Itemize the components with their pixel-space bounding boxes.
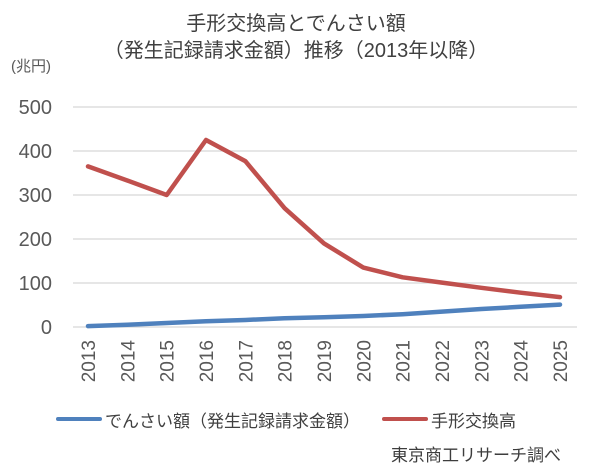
line-chart: 0 100 200 300 400 500 2013 2014 2015 2016 2017 2018…: [19, 97, 577, 383]
y-tick-label: 400: [19, 141, 52, 163]
y-axis-unit-label: (兆円): [11, 58, 51, 75]
x-tick-label: 2020: [354, 340, 375, 382]
x-tick-label: 2025: [551, 340, 572, 382]
densai-legend-label: でんさい額（発生記録請求金額）: [105, 411, 360, 431]
chart-title-line1: 手形交換高とでんさい額: [186, 13, 406, 35]
y-tick-label: 500: [19, 97, 52, 119]
source-attribution: 東京商工リサーチ調べ: [391, 446, 561, 465]
x-tick-label: 2014: [118, 340, 139, 383]
x-tick-label: 2024: [512, 340, 533, 383]
chart-title-line2: （発生記録請求金額）推移（2013年以降）: [103, 40, 489, 62]
y-tick-label: 100: [19, 273, 52, 295]
y-tick-label: 200: [19, 229, 52, 251]
legend-item-densai: でんさい額（発生記録請求金額）: [56, 407, 360, 432]
x-tick-label: 2021: [394, 340, 415, 382]
x-tick-label: 2016: [197, 340, 218, 382]
densai-line-swatch: [56, 417, 102, 421]
tegata-legend-label: 手形交換高: [431, 411, 516, 431]
x-tick-label: 2015: [158, 340, 179, 382]
y-tick-label: 0: [41, 317, 52, 339]
x-tick-label: 2013: [79, 340, 100, 382]
x-tick-label: 2017: [236, 340, 257, 382]
tegata-line-swatch: [382, 417, 428, 421]
x-tick-label: 2022: [433, 340, 454, 382]
chart-legend: でんさい額（発生記録請求金額） 手形交換高: [0, 405, 572, 433]
x-tick-label: 2019: [315, 340, 336, 382]
series-line-densai: [85, 302, 563, 329]
legend-item-tegata: 手形交換高: [382, 407, 516, 432]
chart-title: 手形交換高とでんさい額 （発生記録請求金額）推移（2013年以降）: [0, 11, 592, 65]
x-tick-label: 2023: [472, 340, 493, 382]
x-tick-label: 2018: [276, 340, 297, 382]
y-tick-label: 300: [19, 185, 52, 207]
series-line-tegata: [85, 137, 563, 300]
